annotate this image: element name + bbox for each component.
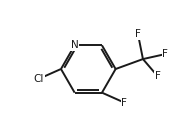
Text: F: F [162,49,168,59]
Text: F: F [135,29,141,39]
Text: F: F [155,71,161,81]
Text: F: F [121,98,127,108]
Text: Cl: Cl [33,74,44,84]
Text: N: N [71,40,79,50]
